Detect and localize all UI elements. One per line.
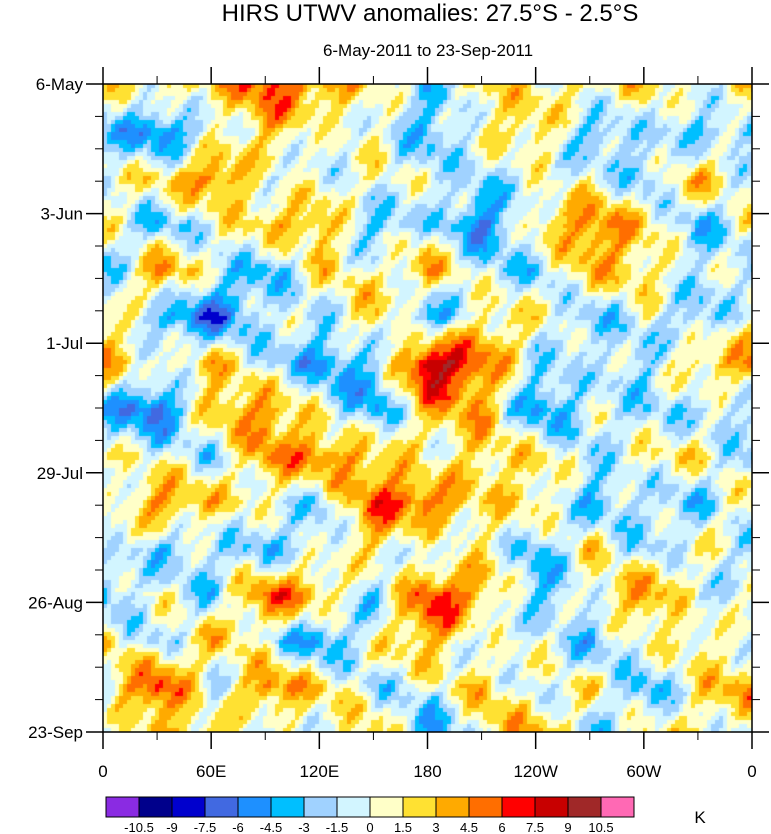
y-tick-label: 1-Jul bbox=[46, 334, 83, 353]
colorbar-box bbox=[303, 796, 338, 818]
colorbar-label: -4.5 bbox=[260, 820, 282, 834]
colorbar-box bbox=[237, 796, 272, 818]
colorbar-box bbox=[468, 796, 503, 818]
y-tick-label: 3-Jun bbox=[40, 205, 83, 224]
colorbar-label: -1.5 bbox=[326, 820, 348, 834]
y-tick-label: 23-Sep bbox=[28, 723, 83, 742]
chart-title: HIRS UTWV anomalies: 27.5°S - 2.5°S bbox=[221, 0, 639, 27]
colorbar-label: 6 bbox=[498, 820, 505, 834]
colorbar-units: K bbox=[694, 808, 706, 827]
colorbar-label: -6 bbox=[232, 820, 244, 834]
hovmoller-heatmap bbox=[103, 84, 752, 732]
x-tick-label: 0 bbox=[98, 762, 107, 781]
colorbar-label: 9 bbox=[564, 820, 571, 834]
colorbar-label: 10.5 bbox=[588, 820, 613, 834]
colorbar-box bbox=[501, 796, 536, 818]
colorbar-box bbox=[435, 796, 470, 818]
x-tick-label: 0 bbox=[747, 762, 756, 781]
colorbar-box bbox=[402, 796, 437, 818]
colorbar-box bbox=[204, 796, 239, 818]
colorbar-label: 1.5 bbox=[394, 820, 412, 834]
colorbar-label: -10.5 bbox=[124, 820, 154, 834]
colorbar-box bbox=[600, 796, 635, 818]
plot-frame bbox=[102, 83, 753, 733]
x-tick-label: 60E bbox=[196, 762, 226, 781]
colorbar-box bbox=[534, 796, 569, 818]
colorbar-label: 4.5 bbox=[460, 820, 478, 834]
colorbar-label: -3 bbox=[298, 820, 310, 834]
colorbar-label: 7.5 bbox=[526, 820, 544, 834]
colorbar-box bbox=[567, 796, 602, 818]
colorbar-box bbox=[138, 796, 173, 818]
y-tick-label: 29-Jul bbox=[37, 464, 83, 483]
colorbar-box bbox=[369, 796, 404, 818]
y-tick-label: 26-Aug bbox=[28, 593, 83, 612]
x-tick-label: 120E bbox=[299, 762, 339, 781]
y-tick-label: 6-May bbox=[36, 75, 84, 94]
x-tick-label: 120W bbox=[513, 762, 557, 781]
colorbar-box bbox=[171, 796, 206, 818]
x-tick-label: 60W bbox=[626, 762, 661, 781]
x-tick-label: 180 bbox=[413, 762, 441, 781]
colorbar-box bbox=[336, 796, 371, 818]
chart-subtitle: 6-May-2011 to 23-Sep-2011 bbox=[322, 41, 534, 60]
colorbar-label: 0 bbox=[366, 820, 373, 834]
colorbar-label: -7.5 bbox=[194, 820, 216, 834]
colorbar-label: -9 bbox=[166, 820, 178, 834]
colorbar-box bbox=[105, 796, 140, 818]
colorbar-label: 3 bbox=[432, 820, 439, 834]
colorbar-box bbox=[270, 796, 305, 818]
